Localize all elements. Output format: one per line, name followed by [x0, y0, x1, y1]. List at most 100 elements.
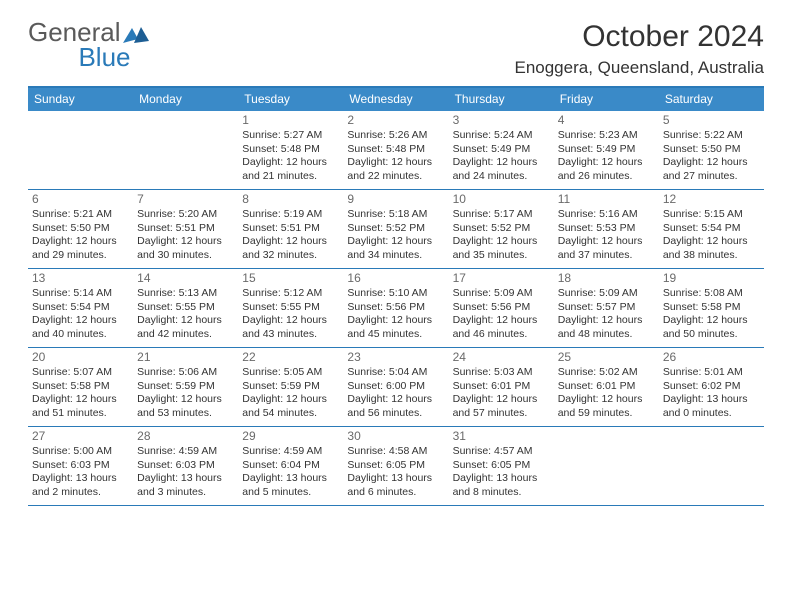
- logo-text-a: General: [28, 20, 121, 45]
- day-info-line: Sunrise: 5:14 AM: [32, 287, 129, 300]
- day-number: 21: [137, 350, 234, 365]
- day-info-line: Sunrise: 4:58 AM: [347, 445, 444, 458]
- day-number: 8: [242, 192, 339, 207]
- day-info-line: Daylight: 12 hours: [347, 314, 444, 327]
- day-info-line: Sunset: 5:48 PM: [242, 143, 339, 156]
- day-number: 6: [32, 192, 129, 207]
- day-header: Tuesday: [238, 88, 343, 111]
- logo-text-b: Blue: [78, 45, 130, 70]
- day-info-line: Sunset: 6:01 PM: [558, 380, 655, 393]
- day-info-line: Sunrise: 4:59 AM: [137, 445, 234, 458]
- day-info-line: Sunset: 5:55 PM: [137, 301, 234, 314]
- day-info-line: Daylight: 13 hours: [453, 472, 550, 485]
- day-info-line: Sunrise: 5:03 AM: [453, 366, 550, 379]
- day-info-line: Daylight: 12 hours: [242, 235, 339, 248]
- day-cell: [554, 427, 659, 505]
- day-info-line: Sunset: 6:05 PM: [453, 459, 550, 472]
- day-info-line: Sunrise: 5:09 AM: [558, 287, 655, 300]
- day-info-line: and 24 minutes.: [453, 170, 550, 183]
- day-number: 4: [558, 113, 655, 128]
- day-info-line: Daylight: 12 hours: [137, 314, 234, 327]
- day-info-line: Sunset: 5:54 PM: [32, 301, 129, 314]
- day-header: Thursday: [449, 88, 554, 111]
- day-info-line: Sunset: 5:52 PM: [347, 222, 444, 235]
- day-number: 19: [663, 271, 760, 286]
- day-number: 24: [453, 350, 550, 365]
- day-info-line: Sunset: 6:03 PM: [137, 459, 234, 472]
- day-number: 27: [32, 429, 129, 444]
- day-cell: 27Sunrise: 5:00 AMSunset: 6:03 PMDayligh…: [28, 427, 133, 505]
- day-info-line: Sunrise: 5:13 AM: [137, 287, 234, 300]
- day-number: 20: [32, 350, 129, 365]
- day-number: 5: [663, 113, 760, 128]
- day-cell: 11Sunrise: 5:16 AMSunset: 5:53 PMDayligh…: [554, 190, 659, 268]
- day-cell: 15Sunrise: 5:12 AMSunset: 5:55 PMDayligh…: [238, 269, 343, 347]
- day-number: 10: [453, 192, 550, 207]
- day-info-line: and 38 minutes.: [663, 249, 760, 262]
- day-cell: 6Sunrise: 5:21 AMSunset: 5:50 PMDaylight…: [28, 190, 133, 268]
- day-info-line: and 57 minutes.: [453, 407, 550, 420]
- day-header: Wednesday: [343, 88, 448, 111]
- day-info-line: Daylight: 12 hours: [32, 393, 129, 406]
- day-info-line: Sunrise: 5:09 AM: [453, 287, 550, 300]
- day-info-line: Sunset: 5:49 PM: [558, 143, 655, 156]
- day-number: 22: [242, 350, 339, 365]
- day-info-line: Daylight: 13 hours: [347, 472, 444, 485]
- day-info-line: Daylight: 12 hours: [347, 156, 444, 169]
- day-cell: [133, 111, 238, 189]
- day-info-line: Sunrise: 5:20 AM: [137, 208, 234, 221]
- location-text: Enoggera, Queensland, Australia: [514, 58, 764, 78]
- day-number: 23: [347, 350, 444, 365]
- day-info-line: Sunset: 5:55 PM: [242, 301, 339, 314]
- day-info-line: Sunrise: 5:26 AM: [347, 129, 444, 142]
- calendar-page: GeneralBlue October 2024 Enoggera, Queen…: [0, 0, 792, 526]
- day-cell: 18Sunrise: 5:09 AMSunset: 5:57 PMDayligh…: [554, 269, 659, 347]
- day-cell: 13Sunrise: 5:14 AMSunset: 5:54 PMDayligh…: [28, 269, 133, 347]
- day-cell: 30Sunrise: 4:58 AMSunset: 6:05 PMDayligh…: [343, 427, 448, 505]
- day-number: 29: [242, 429, 339, 444]
- day-info-line: Sunset: 5:59 PM: [137, 380, 234, 393]
- day-info-line: and 53 minutes.: [137, 407, 234, 420]
- day-number: 17: [453, 271, 550, 286]
- calendar-grid: SundayMondayTuesdayWednesdayThursdayFrid…: [28, 86, 764, 506]
- day-info-line: and 45 minutes.: [347, 328, 444, 341]
- day-cell: [28, 111, 133, 189]
- day-info-line: Sunset: 5:51 PM: [137, 222, 234, 235]
- day-info-line: and 21 minutes.: [242, 170, 339, 183]
- day-info-line: Sunset: 6:05 PM: [347, 459, 444, 472]
- day-header: Saturday: [659, 88, 764, 111]
- day-info-line: Daylight: 12 hours: [32, 235, 129, 248]
- day-cell: 20Sunrise: 5:07 AMSunset: 5:58 PMDayligh…: [28, 348, 133, 426]
- day-info-line: Sunrise: 5:04 AM: [347, 366, 444, 379]
- day-number: 28: [137, 429, 234, 444]
- day-number: 15: [242, 271, 339, 286]
- day-number: 25: [558, 350, 655, 365]
- logo: GeneralBlue: [28, 20, 149, 69]
- day-cell: 2Sunrise: 5:26 AMSunset: 5:48 PMDaylight…: [343, 111, 448, 189]
- day-info-line: Daylight: 12 hours: [663, 156, 760, 169]
- day-info-line: Sunrise: 5:05 AM: [242, 366, 339, 379]
- day-cell: 31Sunrise: 4:57 AMSunset: 6:05 PMDayligh…: [449, 427, 554, 505]
- day-cell: 9Sunrise: 5:18 AMSunset: 5:52 PMDaylight…: [343, 190, 448, 268]
- day-info-line: and 42 minutes.: [137, 328, 234, 341]
- day-info-line: Sunrise: 5:01 AM: [663, 366, 760, 379]
- day-info-line: Daylight: 12 hours: [242, 314, 339, 327]
- day-info-line: Daylight: 12 hours: [137, 393, 234, 406]
- day-info-line: and 40 minutes.: [32, 328, 129, 341]
- day-info-line: Sunrise: 5:27 AM: [242, 129, 339, 142]
- day-info-line: Sunrise: 4:59 AM: [242, 445, 339, 458]
- day-info-line: Sunset: 5:56 PM: [453, 301, 550, 314]
- day-cell: 4Sunrise: 5:23 AMSunset: 5:49 PMDaylight…: [554, 111, 659, 189]
- day-info-line: Sunrise: 5:10 AM: [347, 287, 444, 300]
- day-cell: 19Sunrise: 5:08 AMSunset: 5:58 PMDayligh…: [659, 269, 764, 347]
- day-info-line: Sunset: 6:02 PM: [663, 380, 760, 393]
- day-info-line: Daylight: 12 hours: [453, 235, 550, 248]
- day-cell: 23Sunrise: 5:04 AMSunset: 6:00 PMDayligh…: [343, 348, 448, 426]
- day-cell: 3Sunrise: 5:24 AMSunset: 5:49 PMDaylight…: [449, 111, 554, 189]
- day-info-line: Daylight: 12 hours: [137, 235, 234, 248]
- day-cell: 29Sunrise: 4:59 AMSunset: 6:04 PMDayligh…: [238, 427, 343, 505]
- day-info-line: Daylight: 12 hours: [453, 156, 550, 169]
- day-header: Friday: [554, 88, 659, 111]
- day-number: 1: [242, 113, 339, 128]
- day-info-line: and 35 minutes.: [453, 249, 550, 262]
